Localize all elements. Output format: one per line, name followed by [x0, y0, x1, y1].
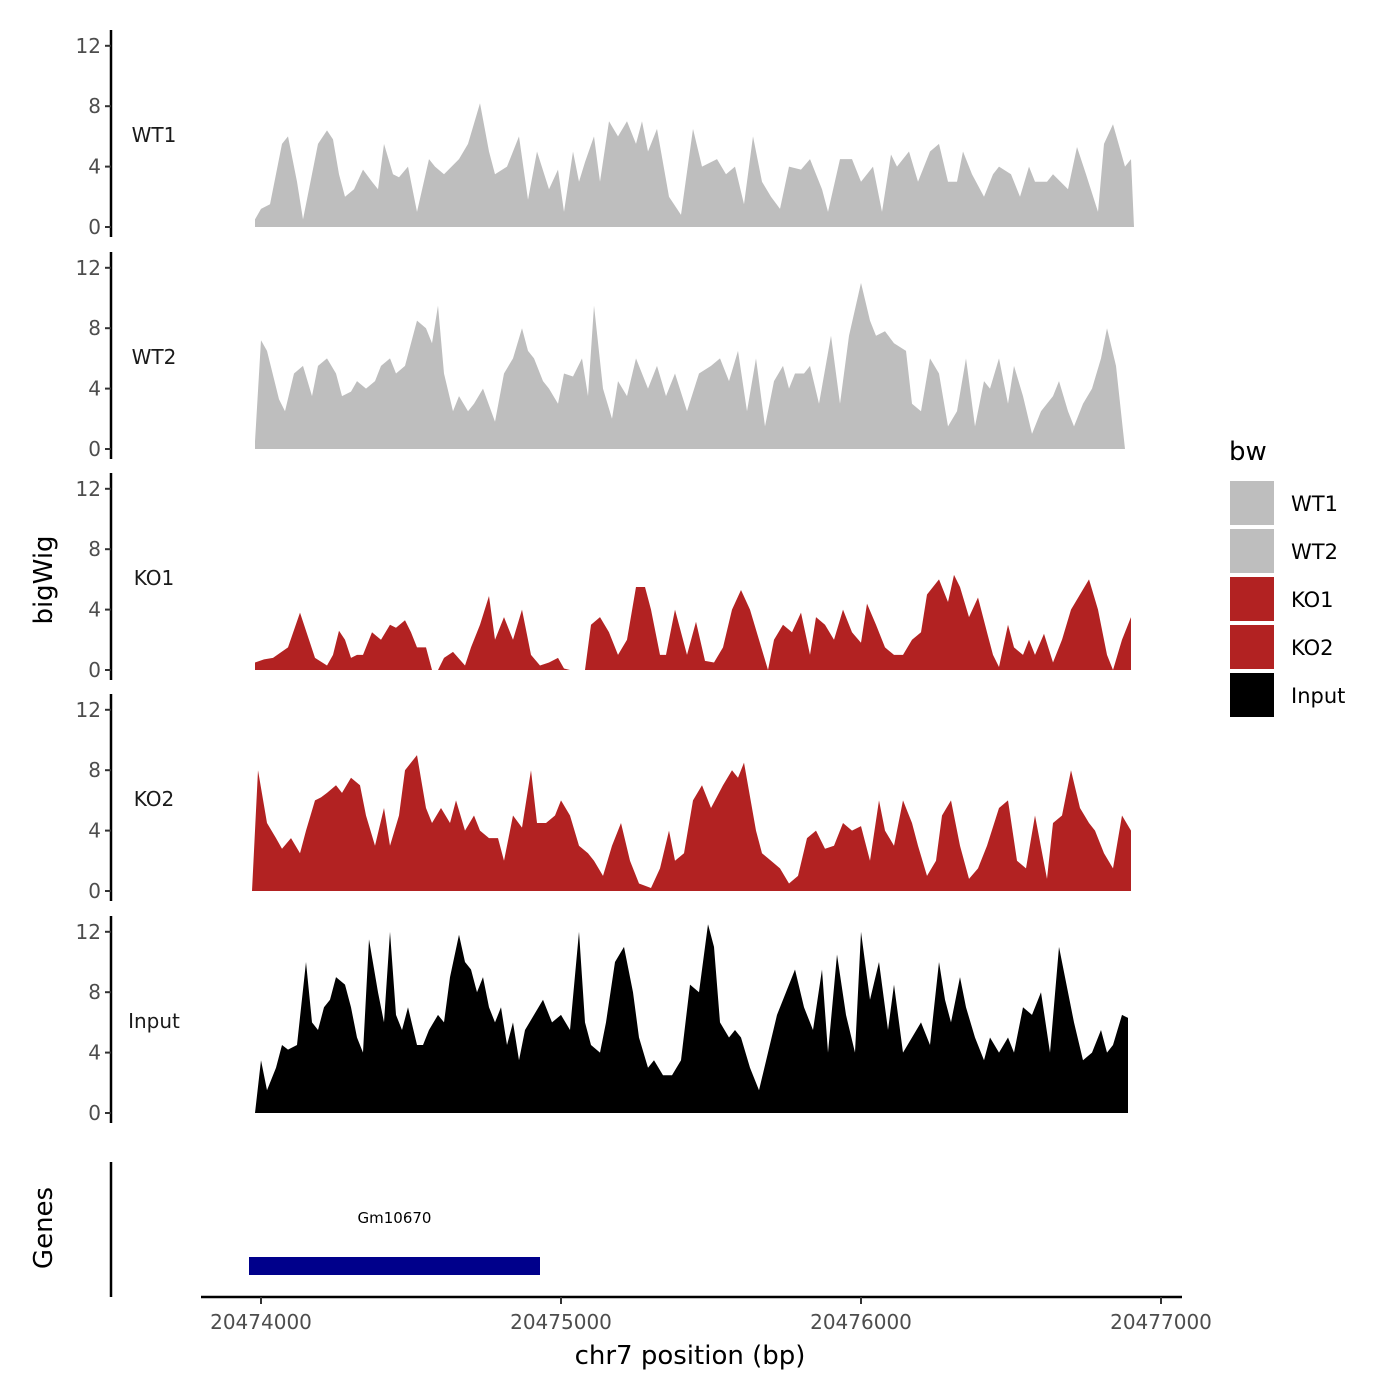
y-tick-label-wt1-4: 4: [88, 155, 101, 179]
track-label-ko2: KO2: [134, 787, 175, 811]
legend-swatch-wt2: [1230, 529, 1274, 573]
x-tick-label-20474000: 20474000: [210, 1310, 312, 1334]
legend-label-wt1: WT1: [1291, 492, 1338, 516]
signal-tracks: 0 4 8 12 WT1 0 4 8 12 WT2 0 4 8 12 KO1 0 4 8 12 KO2 0 4 8 12 Inp…: [76, 30, 1134, 1125]
legend-label-wt2: WT2: [1291, 540, 1338, 564]
y-tick-label-wt2-0: 0: [88, 437, 101, 461]
track-wt2: 0 4 8 12 WT2: [76, 252, 1131, 461]
legend-title: bw: [1229, 437, 1267, 467]
track-label-ko1: KO1: [134, 566, 175, 590]
y-tick-label-wt1-8: 8: [88, 94, 101, 118]
legend-swatch-input: [1230, 673, 1274, 717]
legend-label-ko1: KO1: [1291, 588, 1334, 612]
track-label-wt2: WT2: [132, 345, 177, 369]
legend: bw WT1 WT2 KO1 KO2 Input: [1229, 437, 1345, 717]
track-wt1: 0 4 8 12 WT1: [76, 30, 1134, 239]
y-axis-title: bigWig: [29, 535, 59, 624]
track-ko2: 0 4 8 12 KO2: [76, 694, 1131, 903]
gene-bar-gm10670: [249, 1257, 540, 1275]
area-ko1: [255, 574, 1131, 670]
track-label-input: Input: [128, 1009, 180, 1033]
legend-swatch-wt1: [1230, 481, 1274, 525]
x-axis: 20474000 20475000 20476000 20477000: [201, 1295, 1212, 1334]
y-tick-label-wt2-12: 12: [76, 256, 101, 280]
y-tick-label-wt1-0: 0: [88, 215, 101, 239]
y-tick-label-wt2-4: 4: [88, 377, 101, 401]
x-tick-label-20477000: 20477000: [1110, 1310, 1212, 1334]
y-tick-label-ko1-4: 4: [88, 598, 101, 622]
y-tick-label-ko1-0: 0: [88, 658, 101, 682]
genes-track-title: Genes: [29, 1187, 59, 1269]
track-label-wt1: WT1: [132, 123, 177, 147]
x-tick-label-20475000: 20475000: [510, 1310, 612, 1334]
y-tick-label-input-12: 12: [76, 920, 101, 944]
y-tick-label-ko2-0: 0: [88, 879, 101, 903]
area-input: [255, 924, 1128, 1113]
y-tick-label-wt1-12: 12: [76, 34, 101, 58]
area-wt1: [255, 103, 1134, 227]
track-input: 0 4 8 12 Input: [76, 916, 1128, 1125]
y-tick-label-ko1-8: 8: [88, 537, 101, 561]
track-ko1: 0 4 8 12 KO1: [76, 473, 1131, 682]
y-tick-label-input-4: 4: [88, 1041, 101, 1065]
y-tick-label-ko2-8: 8: [88, 758, 101, 782]
x-axis-title: chr7 position (bp): [575, 1341, 806, 1371]
legend-label-input: Input: [1291, 684, 1345, 708]
gene-label-gm10670: Gm10670: [358, 1209, 432, 1227]
area-ko2: [252, 755, 1131, 891]
legend-swatch-ko1: [1230, 577, 1274, 621]
y-tick-label-wt2-8: 8: [88, 316, 101, 340]
y-tick-label-ko2-12: 12: [76, 698, 101, 722]
legend-swatch-ko2: [1230, 625, 1274, 669]
area-wt2: [255, 282, 1131, 449]
x-tick-label-20476000: 20476000: [810, 1310, 912, 1334]
gene-track: Gm10670: [109, 1162, 540, 1297]
legend-label-ko2: KO2: [1291, 636, 1334, 660]
y-tick-label-ko1-12: 12: [76, 477, 101, 501]
y-tick-label-input-8: 8: [88, 980, 101, 1004]
y-tick-label-ko2-4: 4: [88, 819, 101, 843]
y-tick-label-input-0: 0: [88, 1101, 101, 1125]
